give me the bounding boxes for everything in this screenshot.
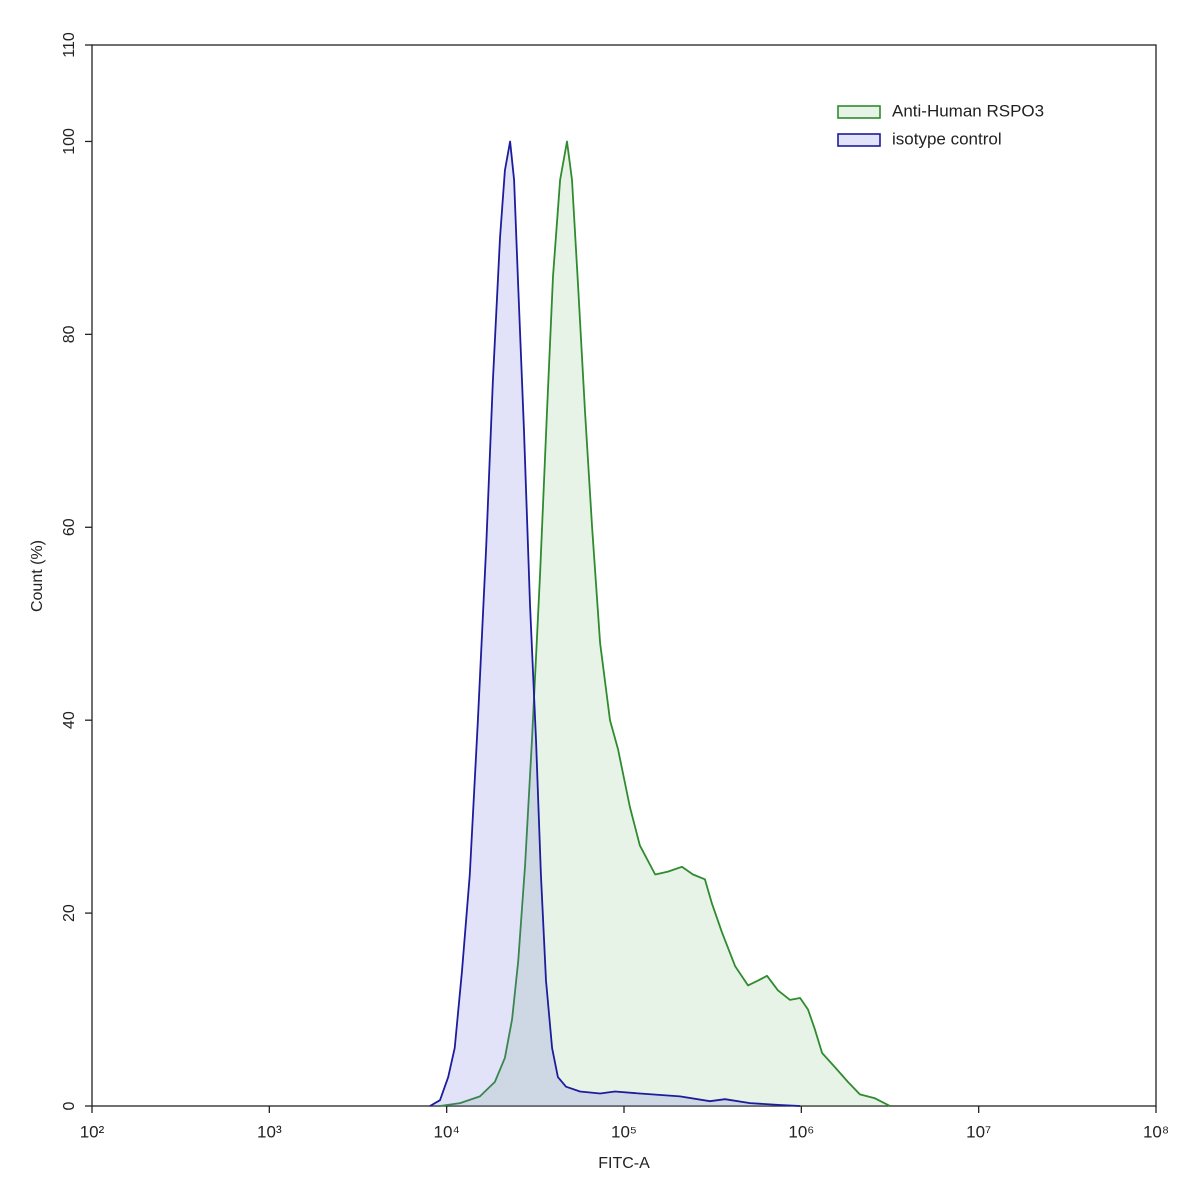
legend-label: Anti-Human RSPO3 (892, 101, 1044, 120)
histogram-area (440, 141, 890, 1106)
legend-swatch (837, 105, 881, 119)
x-tick-label: 10⁸ (1143, 1122, 1169, 1141)
y-tick-label: 110 (61, 32, 78, 58)
x-tick-label: 10⁵ (611, 1122, 637, 1141)
x-tick-label: 10² (80, 1122, 105, 1141)
y-tick-label: 60 (61, 518, 78, 536)
y-tick-label: 20 (61, 904, 78, 922)
y-tick-label: 80 (61, 325, 78, 343)
histogram-area (430, 141, 801, 1106)
y-tick-label: 40 (61, 711, 78, 729)
x-tick-label: 10⁴ (434, 1122, 460, 1141)
x-tick-label: 10⁶ (788, 1122, 814, 1141)
histogram-line (429, 140, 801, 1107)
x-tick-label: 10³ (257, 1122, 282, 1141)
y-tick-label: 0 (61, 1101, 78, 1110)
x-axis-label: FITC-A (598, 1155, 650, 1172)
y-tick-label: 100 (61, 128, 78, 155)
legend-swatch (837, 133, 881, 147)
legend-label: isotype control (892, 129, 1002, 148)
histogram-line (439, 140, 891, 1107)
x-tick-label: 10⁷ (966, 1122, 991, 1141)
y-axis-label: Count (%) (29, 540, 46, 612)
